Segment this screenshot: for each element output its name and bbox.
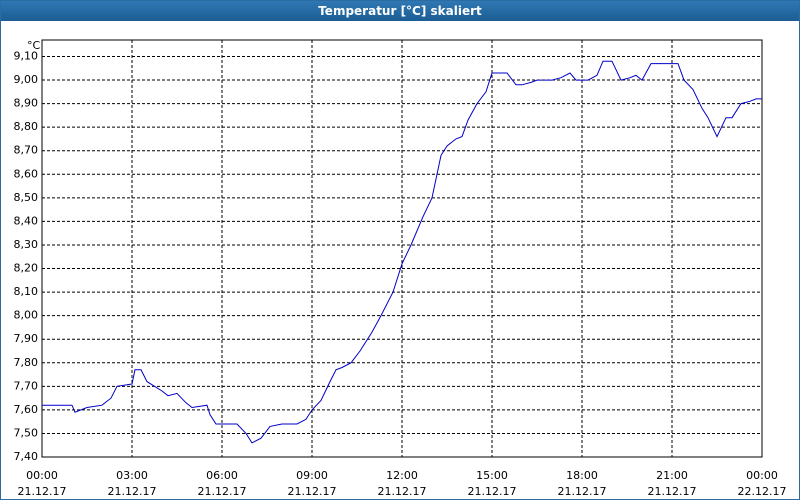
y-tick-label: 7,60 <box>14 403 39 416</box>
y-tick-label: 8,50 <box>14 191 39 204</box>
y-tick-label: 7,40 <box>14 450 39 463</box>
x-tick-label: 09:00 <box>296 469 328 482</box>
x-tick-date: 21.12.17 <box>288 485 337 498</box>
x-tick-label: 00:00 <box>26 469 58 482</box>
y-tick-label: 8,30 <box>14 238 39 251</box>
x-tick-label: 03:00 <box>116 469 148 482</box>
x-tick-date: 21.12.17 <box>108 485 157 498</box>
x-tick-label: 21:00 <box>656 469 688 482</box>
y-tick-label: 8,90 <box>14 97 39 110</box>
x-tick-label: 12:00 <box>386 469 418 482</box>
x-tick-date: 21.12.17 <box>378 485 427 498</box>
y-tick-label: 8,10 <box>14 285 39 298</box>
data-line <box>42 60 762 444</box>
y-tick-label: 7,50 <box>14 426 39 439</box>
x-tick-date: 21.12.17 <box>468 485 517 498</box>
y-tick-label: 8,20 <box>14 262 39 275</box>
y-tick-label: 7,90 <box>14 332 39 345</box>
x-tick-date: 21.12.17 <box>558 485 607 498</box>
y-tick-label: 9,00 <box>14 73 39 86</box>
y-axis-label: °C <box>27 39 41 52</box>
y-tick-label: 8,00 <box>14 309 39 322</box>
x-tick-label: 00:00 <box>746 469 778 482</box>
x-tick-date: 21.12.17 <box>648 485 697 498</box>
x-tick-label: 18:00 <box>566 469 598 482</box>
y-tick-label: 9,10 <box>14 49 39 62</box>
x-tick-date: 22.12.17 <box>738 485 787 498</box>
x-tick-date: 21.12.17 <box>198 485 247 498</box>
y-tick-label: 8,40 <box>14 214 39 227</box>
y-tick-label: 8,80 <box>14 120 39 133</box>
y-tick-label: 8,60 <box>14 167 39 180</box>
x-tick-label: 15:00 <box>476 469 508 482</box>
title-bar: Temperatur [°C] skaliert <box>1 1 799 21</box>
y-tick-label: 8,70 <box>14 144 39 157</box>
y-tick-label: 7,70 <box>14 379 39 392</box>
x-tick-date: 21.12.17 <box>18 485 67 498</box>
plot-frame <box>41 39 763 458</box>
x-tick-label: 06:00 <box>206 469 238 482</box>
y-tick-label: 7,80 <box>14 356 39 369</box>
